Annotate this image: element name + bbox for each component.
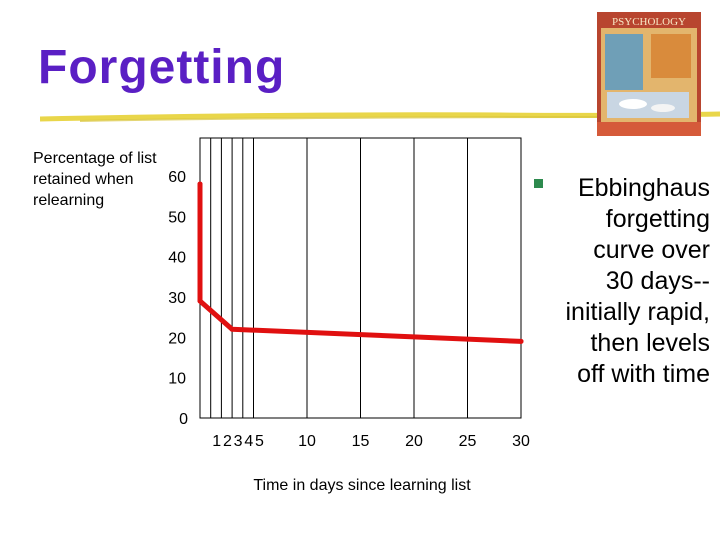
data-point-0-1 — [197, 298, 203, 304]
y-tick-label-0: 0 — [179, 411, 188, 428]
x-tick-label-30: 30 — [512, 433, 530, 450]
y-tick-label-50: 50 — [168, 209, 186, 226]
x-tick-label-25: 25 — [459, 433, 477, 450]
y-axis-label: Percentage of list retained when relearn… — [33, 150, 157, 209]
x-tick-label-4: 4 — [244, 433, 253, 450]
y-tick-label-40: 40 — [168, 250, 186, 267]
slide-title: Forgetting — [38, 41, 286, 94]
x-tick-label-2: 2 — [223, 433, 232, 450]
data-point-0-3 — [518, 338, 524, 344]
bullet-text: Ebbinghaus forgetting curve over 30 days… — [565, 174, 710, 388]
x-tick-label-10: 10 — [298, 433, 316, 450]
x-tick-label-20: 20 — [405, 433, 423, 450]
data-point-0-0 — [197, 181, 203, 187]
y-tick-label-60: 60 — [168, 169, 186, 186]
y-tick-label-10: 10 — [168, 371, 186, 388]
x-tick-label-3: 3 — [234, 433, 243, 450]
y-tick-label-30: 30 — [168, 290, 186, 307]
series-line-0 — [197, 181, 524, 344]
x-tick-label-15: 15 — [352, 433, 370, 450]
x-tick-label-1: 1 — [212, 433, 221, 450]
y-tick-label-20: 20 — [168, 330, 186, 347]
book-cover-image: PSYCHOLOGY — [597, 12, 701, 136]
book-cover-title: PSYCHOLOGY — [612, 16, 686, 28]
bullet-marker-icon — [534, 179, 543, 188]
x-tick-label-5: 5 — [255, 433, 264, 450]
x-axis-label: Time in days since learning list — [253, 477, 471, 494]
data-point-0-2 — [229, 326, 235, 332]
